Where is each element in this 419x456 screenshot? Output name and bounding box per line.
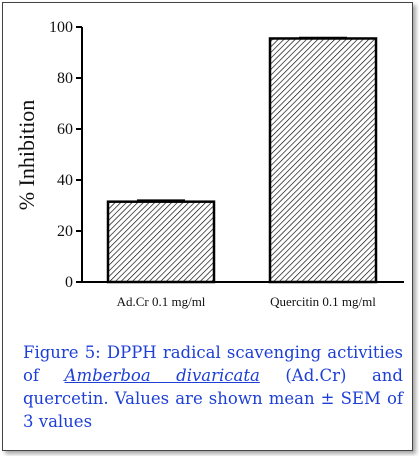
x-category-label: Quercitin 0.1 mg/ml: [270, 294, 376, 309]
bar-chart: 0 20 40 60 80 100 Ad.Cr 0.1 mg/ml Quercitin 0.…: [14, 19, 404, 309]
bar: [106, 200, 216, 284]
x-axis-category-labels: Ad.Cr 0.1 mg/ml Quercitin 0.1 mg/ml: [117, 294, 377, 309]
bars: [106, 36, 378, 284]
y-tick-label: 100: [49, 19, 73, 36]
y-axis-title: % Inhibition: [14, 100, 39, 211]
figure-caption: Figure 5: DPPH radical scavenging activi…: [23, 341, 403, 433]
y-axis-ticks: 0 20 40 60 80 100: [49, 19, 82, 291]
caption-species-name: Amberboa divaricata: [64, 366, 260, 385]
caption-prefix: Figure 5: DPPH radical scavenging activi…: [23, 343, 403, 385]
figure-frame: 0 20 40 60 80 100 Ad.Cr 0.1 mg/ml Quercitin 0.…: [2, 2, 413, 451]
caption-suffix: (Ad.Cr) and quercetin. Values are shown …: [23, 366, 403, 431]
y-tick-label: 80: [57, 70, 73, 87]
y-tick-label: 60: [57, 121, 73, 138]
y-tick-label: 40: [57, 172, 73, 189]
y-tick-label: 20: [57, 223, 73, 240]
bar: [268, 37, 378, 284]
y-tick-label: 0: [65, 274, 73, 291]
x-category-label: Ad.Cr 0.1 mg/ml: [117, 294, 206, 309]
